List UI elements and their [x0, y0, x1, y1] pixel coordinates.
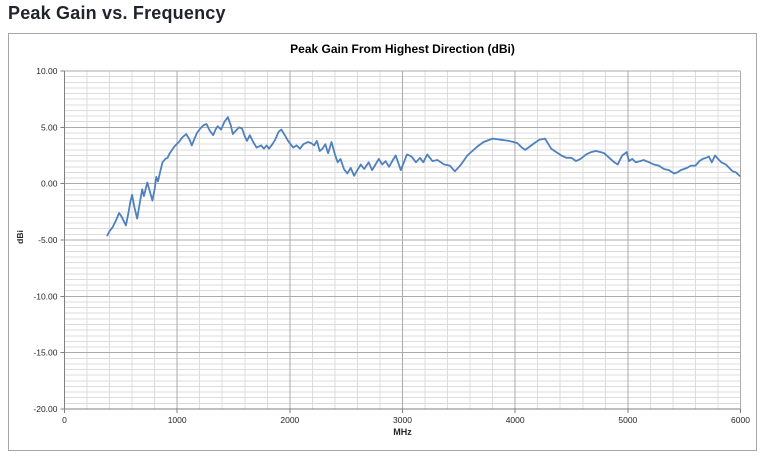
- x-tick-label: 1000: [168, 415, 187, 425]
- y-tick-label: -20.00: [33, 404, 57, 414]
- y-tick-label: -15.00: [33, 348, 57, 358]
- chart-frame: Peak Gain From Highest Direction (dBi) 1…: [8, 33, 757, 451]
- y-axis-title: dBi: [15, 230, 25, 244]
- x-tick-label: 5000: [618, 415, 637, 425]
- y-tick-label: 10.00: [36, 66, 58, 76]
- series-peak-gain-line: [106, 116, 741, 237]
- y-tick-label: -5.00: [38, 235, 58, 245]
- y-tick-label: 5.00: [41, 122, 58, 132]
- y-tick-label: -10.00: [33, 291, 57, 301]
- chart-title: Peak Gain From Highest Direction (dBi): [290, 42, 515, 56]
- x-tick-label: 6000: [731, 415, 750, 425]
- x-tick-label: 2000: [280, 415, 299, 425]
- x-tick-label: 3000: [393, 415, 412, 425]
- x-axis-title: MHz: [393, 427, 412, 437]
- y-tick-label: 0.00: [41, 179, 58, 189]
- chart-plot-area: 10.00 5.00 0.00 -5.00 -10.00 -15.00 -20.00 0 100…: [33, 66, 750, 425]
- x-tick-label: 0: [62, 415, 67, 425]
- x-tick-label: 4000: [506, 415, 525, 425]
- page-title: Peak Gain vs. Frequency: [8, 3, 226, 23]
